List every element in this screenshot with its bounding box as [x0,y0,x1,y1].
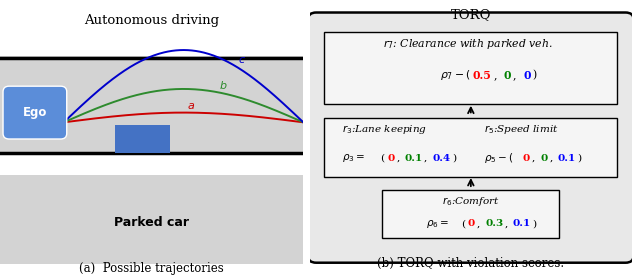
Bar [115,125,170,153]
Text: $\rho_6=$: $\rho_6=$ [426,218,449,230]
Text: $\rho_5-($: $\rho_5-($ [483,152,513,165]
Text: Autonomous driving: Autonomous driving [84,14,219,27]
Text: $r_3$:Lane keeping: $r_3$:Lane keeping [342,123,427,136]
Text: TORQ: TORQ [451,8,491,21]
Text: $b$: $b$ [219,79,228,91]
FancyBboxPatch shape [3,86,67,139]
Text: $c$: $c$ [238,55,246,65]
Text: 0: 0 [504,70,511,81]
Text: $\rho_3=$: $\rho_3=$ [342,152,365,165]
Text: 0: 0 [523,70,530,81]
Text: 0.1: 0.1 [404,154,423,163]
Text: $r_5$:Speed limit: $r_5$:Speed limit [483,123,558,136]
Text: 0: 0 [468,219,475,228]
Text: $a$: $a$ [187,101,195,111]
Text: $r_6$:Comfort: $r_6$:Comfort [442,195,500,208]
Text: ): ) [533,70,537,80]
FancyBboxPatch shape [382,190,559,238]
Text: 0.5: 0.5 [473,70,491,81]
FancyBboxPatch shape [308,13,632,263]
Text: Ego: Ego [23,106,47,119]
Text: ): ) [452,154,456,163]
Text: ,: , [505,219,511,228]
Text: (a)  Possible trajectories: (a) Possible trajectories [79,262,224,275]
Text: ): ) [577,154,581,163]
Text: 0.1: 0.1 [513,219,531,228]
Text: ,: , [513,70,520,80]
Text: ,: , [550,154,556,163]
Text: 0.3: 0.3 [485,219,504,228]
FancyBboxPatch shape [324,32,617,104]
Text: ): ) [532,219,536,228]
Text: 0: 0 [523,154,530,163]
Bar [0,56,303,153]
Text: ,: , [494,70,501,80]
Text: (b) TORQ with violation scores.: (b) TORQ with violation scores. [377,257,564,270]
Text: $r_7$: Clearance with parked veh.: $r_7$: Clearance with parked veh. [382,38,552,51]
Text: 0: 0 [387,154,394,163]
Text: (: ( [380,154,385,163]
Bar [0,175,303,264]
FancyBboxPatch shape [324,118,617,177]
Text: (: ( [461,219,465,228]
Text: ,: , [424,154,430,163]
Text: ,: , [532,154,538,163]
Text: 0.1: 0.1 [558,154,576,163]
Text: $\rho_7-($: $\rho_7-($ [440,68,471,82]
Text: Parked car: Parked car [114,216,189,229]
Text: 0: 0 [540,154,547,163]
Text: ,: , [397,154,403,163]
Text: 0.4: 0.4 [432,154,450,163]
Text: ,: , [477,219,483,228]
